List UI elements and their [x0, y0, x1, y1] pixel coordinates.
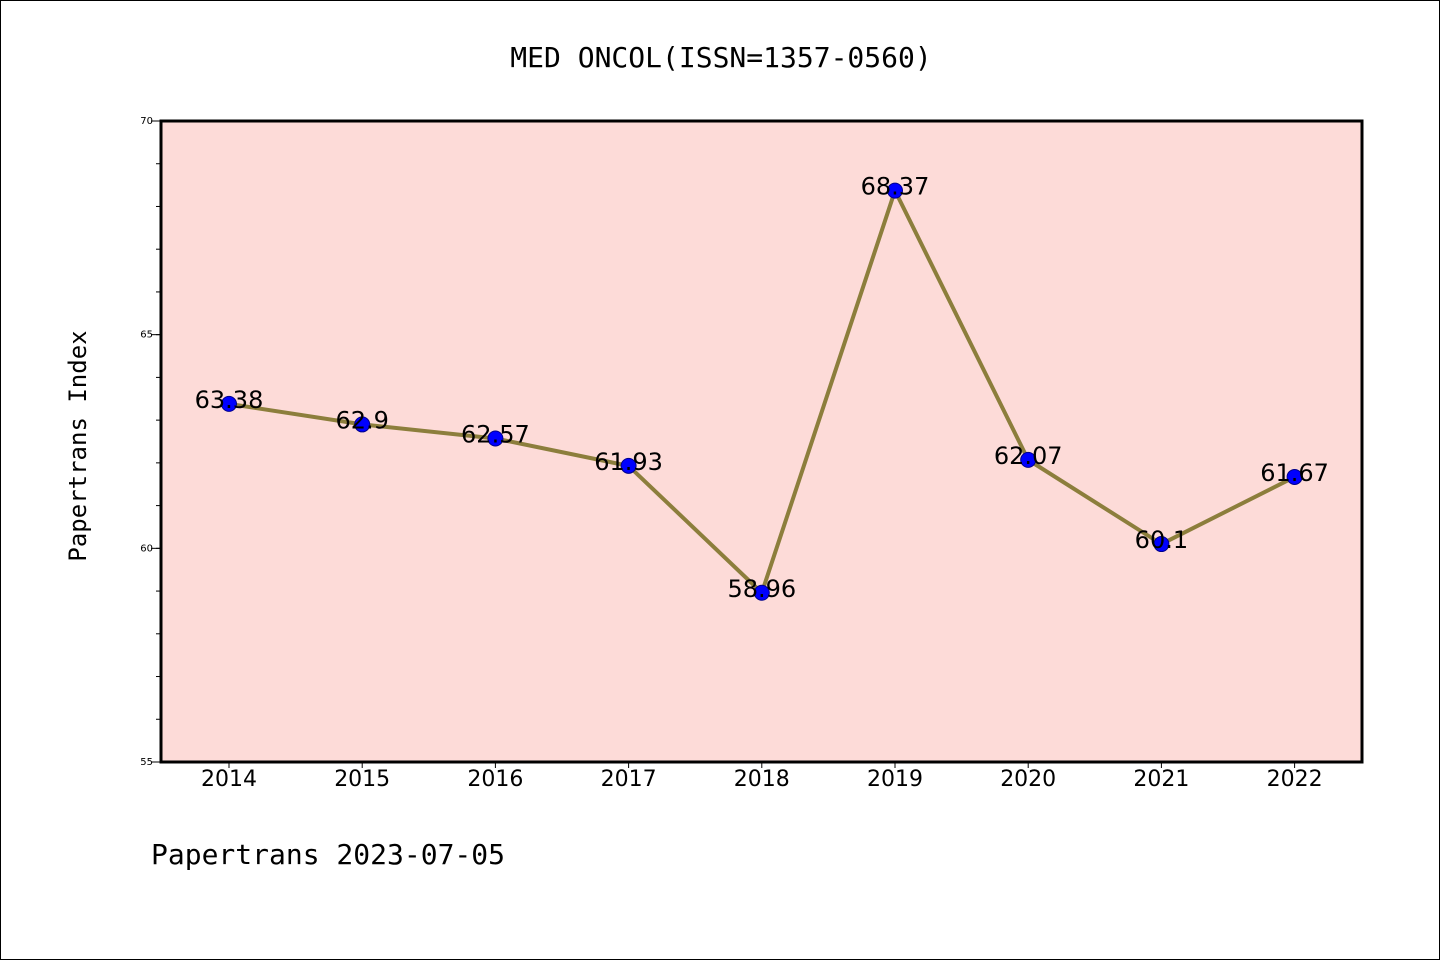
y-axis-label: Papertrans Index	[64, 330, 92, 561]
x-tick-label: 2015	[334, 767, 390, 792]
x-axis-ticks: 2014 2015 2016 2017 2018 2019 2020 2021 2022	[201, 762, 1323, 792]
plot-area	[161, 121, 1362, 762]
data-label: 60.1	[1135, 526, 1188, 554]
data-point	[1153, 536, 1170, 553]
data-labels: 63.38 62.9 62.57 61.93 58.96 68.37 62.07 60.1 61…	[195, 173, 1329, 603]
data-label: 62.57	[461, 421, 530, 449]
data-label: 62.9	[335, 406, 388, 434]
y-axis-ticks: 55 60 65 70	[140, 116, 161, 768]
data-point	[753, 584, 770, 601]
x-tick-label: 2016	[467, 767, 523, 792]
y-tick-label: 55	[140, 757, 153, 768]
x-tick-label: 2018	[734, 767, 790, 792]
x-tick-label: 2020	[1000, 767, 1056, 792]
data-label: 61.67	[1260, 459, 1329, 487]
x-tick-label: 2019	[867, 767, 923, 792]
data-label: 62.07	[994, 442, 1063, 470]
data-markers	[221, 182, 1303, 601]
x-tick-label: 2021	[1133, 767, 1189, 792]
y-tick-label: 65	[140, 330, 153, 341]
plot-border	[159, 119, 1364, 764]
data-point	[1286, 468, 1303, 485]
y-tick-label: 70	[140, 116, 153, 127]
data-point	[620, 457, 637, 474]
data-label: 63.38	[195, 386, 264, 414]
x-tick-label: 2022	[1267, 767, 1323, 792]
x-tick-label: 2017	[601, 767, 657, 792]
data-label: 58.96	[727, 575, 796, 603]
chart-title: MED ONCOL(ISSN=1357-0560)	[510, 41, 931, 74]
data-point	[487, 430, 504, 447]
data-point	[354, 416, 371, 433]
data-point	[1020, 451, 1037, 468]
data-point	[887, 182, 903, 199]
y-tick-label: 60	[140, 543, 153, 554]
data-label: 61.93	[594, 448, 663, 476]
data-point	[221, 395, 237, 412]
footer-stamp: Papertrans 2023-07-05	[151, 838, 505, 871]
x-tick-label: 2014	[201, 767, 257, 792]
data-label: 68.37	[861, 173, 930, 201]
